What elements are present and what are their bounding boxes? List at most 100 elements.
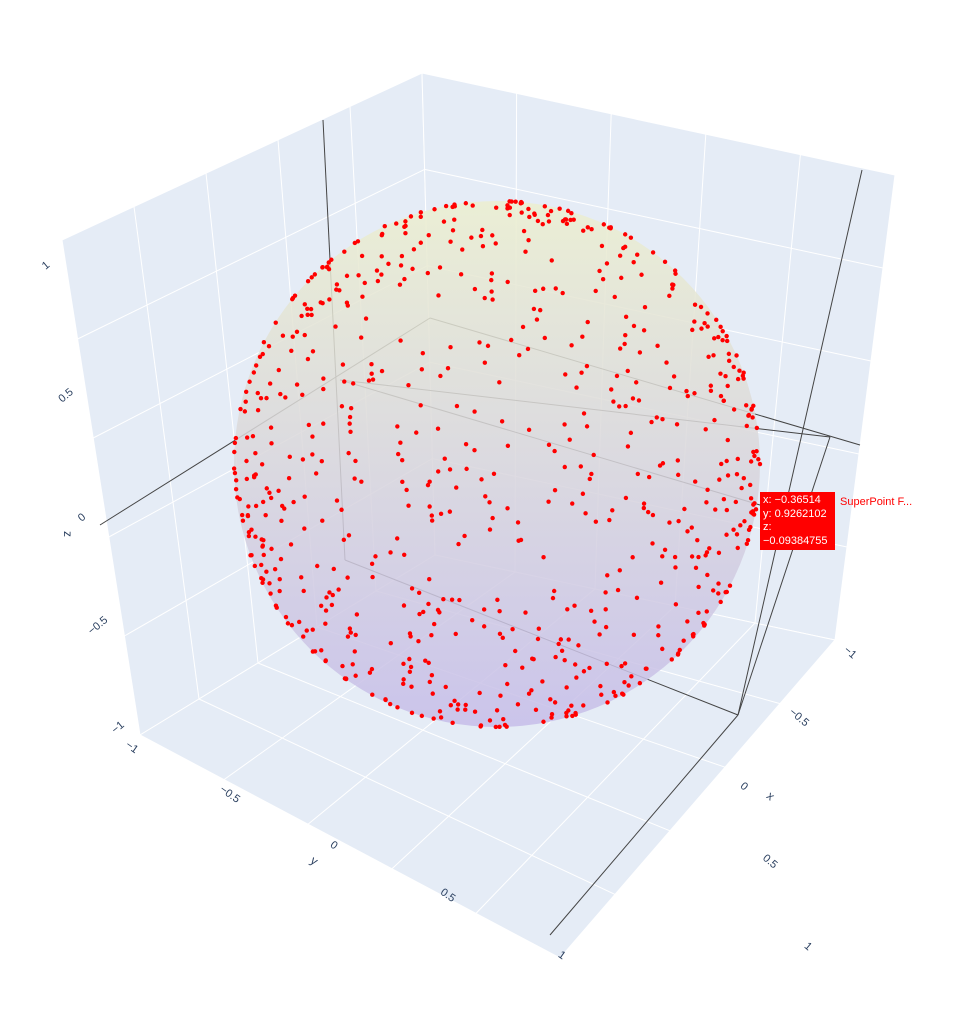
scatter-point[interactable] bbox=[299, 575, 304, 580]
scatter-point[interactable] bbox=[526, 691, 532, 696]
scatter-point[interactable] bbox=[485, 343, 491, 349]
scatter-point[interactable] bbox=[597, 268, 602, 274]
scatter-point[interactable] bbox=[489, 271, 495, 276]
scatter-point[interactable] bbox=[432, 207, 437, 212]
scatter-point[interactable] bbox=[264, 395, 269, 401]
scatter-point[interactable] bbox=[481, 624, 487, 629]
scatter-point[interactable] bbox=[628, 430, 634, 436]
scatter-point[interactable] bbox=[320, 265, 325, 270]
scatter-point[interactable] bbox=[581, 228, 586, 233]
scatter-point[interactable] bbox=[310, 452, 315, 457]
scatter-point[interactable] bbox=[712, 417, 717, 423]
scatter-point[interactable] bbox=[558, 637, 564, 642]
scatter-point[interactable] bbox=[716, 581, 721, 586]
scatter-point[interactable] bbox=[574, 675, 579, 680]
scatter-point[interactable] bbox=[535, 636, 541, 642]
scatter-point[interactable] bbox=[599, 243, 605, 249]
scatter-point[interactable] bbox=[425, 482, 431, 488]
scatter-point[interactable] bbox=[273, 320, 278, 325]
scatter-point[interactable] bbox=[375, 278, 381, 284]
scatter-point[interactable] bbox=[238, 406, 243, 412]
scatter-point[interactable] bbox=[605, 573, 610, 578]
scatter-point[interactable] bbox=[340, 362, 346, 367]
scatter-point[interactable] bbox=[617, 404, 622, 409]
scatter-point[interactable] bbox=[401, 603, 407, 608]
scatter-point[interactable] bbox=[400, 479, 405, 485]
scatter-point[interactable] bbox=[714, 317, 719, 323]
scatter-point[interactable] bbox=[426, 660, 431, 666]
scatter-point[interactable] bbox=[619, 275, 624, 281]
scatter-point[interactable] bbox=[635, 471, 641, 477]
scatter-point[interactable] bbox=[495, 597, 500, 603]
scatter-point[interactable] bbox=[277, 577, 282, 582]
scatter-point[interactable] bbox=[327, 297, 332, 302]
scatter-point[interactable] bbox=[752, 453, 757, 459]
scatter-point[interactable] bbox=[339, 507, 344, 512]
scatter-point[interactable] bbox=[387, 701, 393, 707]
scatter-point[interactable] bbox=[442, 456, 447, 461]
scatter-point[interactable] bbox=[518, 201, 523, 206]
scatter-point[interactable] bbox=[692, 391, 697, 396]
scatter-point[interactable] bbox=[574, 385, 579, 390]
scatter-point[interactable] bbox=[240, 518, 246, 523]
scatter-point[interactable] bbox=[419, 367, 425, 372]
scatter-point[interactable] bbox=[453, 631, 458, 637]
scatter-point[interactable] bbox=[556, 641, 561, 647]
scatter-point[interactable] bbox=[454, 403, 460, 409]
scatter-point[interactable] bbox=[382, 223, 387, 229]
scatter-point[interactable] bbox=[470, 203, 475, 208]
scatter-point[interactable] bbox=[231, 466, 237, 471]
scatter-point[interactable] bbox=[239, 512, 245, 518]
scatter-point[interactable] bbox=[705, 487, 710, 493]
scatter-point[interactable] bbox=[261, 552, 266, 558]
scatter-point[interactable] bbox=[258, 396, 264, 401]
scatter-point[interactable] bbox=[490, 233, 495, 238]
scatter-point[interactable] bbox=[735, 545, 740, 551]
scatter-point[interactable] bbox=[374, 268, 380, 273]
scatter-point[interactable] bbox=[269, 441, 274, 446]
scatter-point[interactable] bbox=[505, 506, 510, 511]
scatter-point[interactable] bbox=[403, 230, 408, 236]
scatter-point[interactable] bbox=[326, 260, 331, 265]
scatter-point[interactable] bbox=[309, 275, 314, 280]
scatter-point[interactable] bbox=[388, 550, 393, 555]
scatter-point[interactable] bbox=[692, 319, 697, 324]
scatter-point[interactable] bbox=[448, 703, 454, 708]
scatter-point[interactable] bbox=[482, 360, 488, 365]
scatter-point[interactable] bbox=[260, 577, 266, 582]
scatter-point[interactable] bbox=[490, 515, 495, 521]
scatter-point[interactable] bbox=[546, 442, 552, 448]
scatter-point[interactable] bbox=[612, 294, 617, 300]
scatter-point[interactable] bbox=[350, 381, 356, 386]
scatter-point[interactable] bbox=[310, 434, 315, 439]
scatter-point[interactable] bbox=[564, 714, 569, 719]
scatter-point[interactable] bbox=[334, 282, 340, 287]
scatter-point[interactable] bbox=[321, 421, 326, 426]
scatter-point[interactable] bbox=[509, 337, 514, 343]
scatter-point[interactable] bbox=[282, 506, 287, 511]
scatter-point[interactable] bbox=[259, 537, 264, 542]
scatter-point[interactable] bbox=[568, 217, 573, 223]
scatter-point[interactable] bbox=[538, 307, 543, 313]
scatter-point[interactable] bbox=[684, 388, 689, 394]
scatter-point[interactable] bbox=[748, 496, 754, 501]
scatter-point[interactable] bbox=[611, 689, 617, 695]
scatter-point[interactable] bbox=[353, 458, 358, 464]
scatter-point[interactable] bbox=[352, 476, 357, 481]
scatter-point[interactable] bbox=[565, 607, 570, 612]
scatter-point[interactable] bbox=[493, 205, 499, 210]
scatter-point[interactable] bbox=[536, 626, 542, 631]
scatter-point[interactable] bbox=[472, 447, 477, 453]
scatter-point[interactable] bbox=[257, 354, 263, 359]
scatter-point[interactable] bbox=[306, 422, 312, 428]
scatter-point[interactable] bbox=[718, 324, 723, 330]
scatter-point[interactable] bbox=[515, 520, 521, 525]
scatter-point[interactable] bbox=[487, 527, 493, 532]
scatter-point[interactable] bbox=[443, 203, 449, 209]
scatter-point[interactable] bbox=[509, 199, 514, 204]
scatter-point[interactable] bbox=[660, 461, 666, 466]
scatter-point[interactable] bbox=[750, 415, 755, 420]
scatter-point[interactable] bbox=[551, 588, 557, 594]
scatter-point[interactable] bbox=[739, 485, 744, 491]
scatter-point[interactable] bbox=[754, 449, 759, 454]
